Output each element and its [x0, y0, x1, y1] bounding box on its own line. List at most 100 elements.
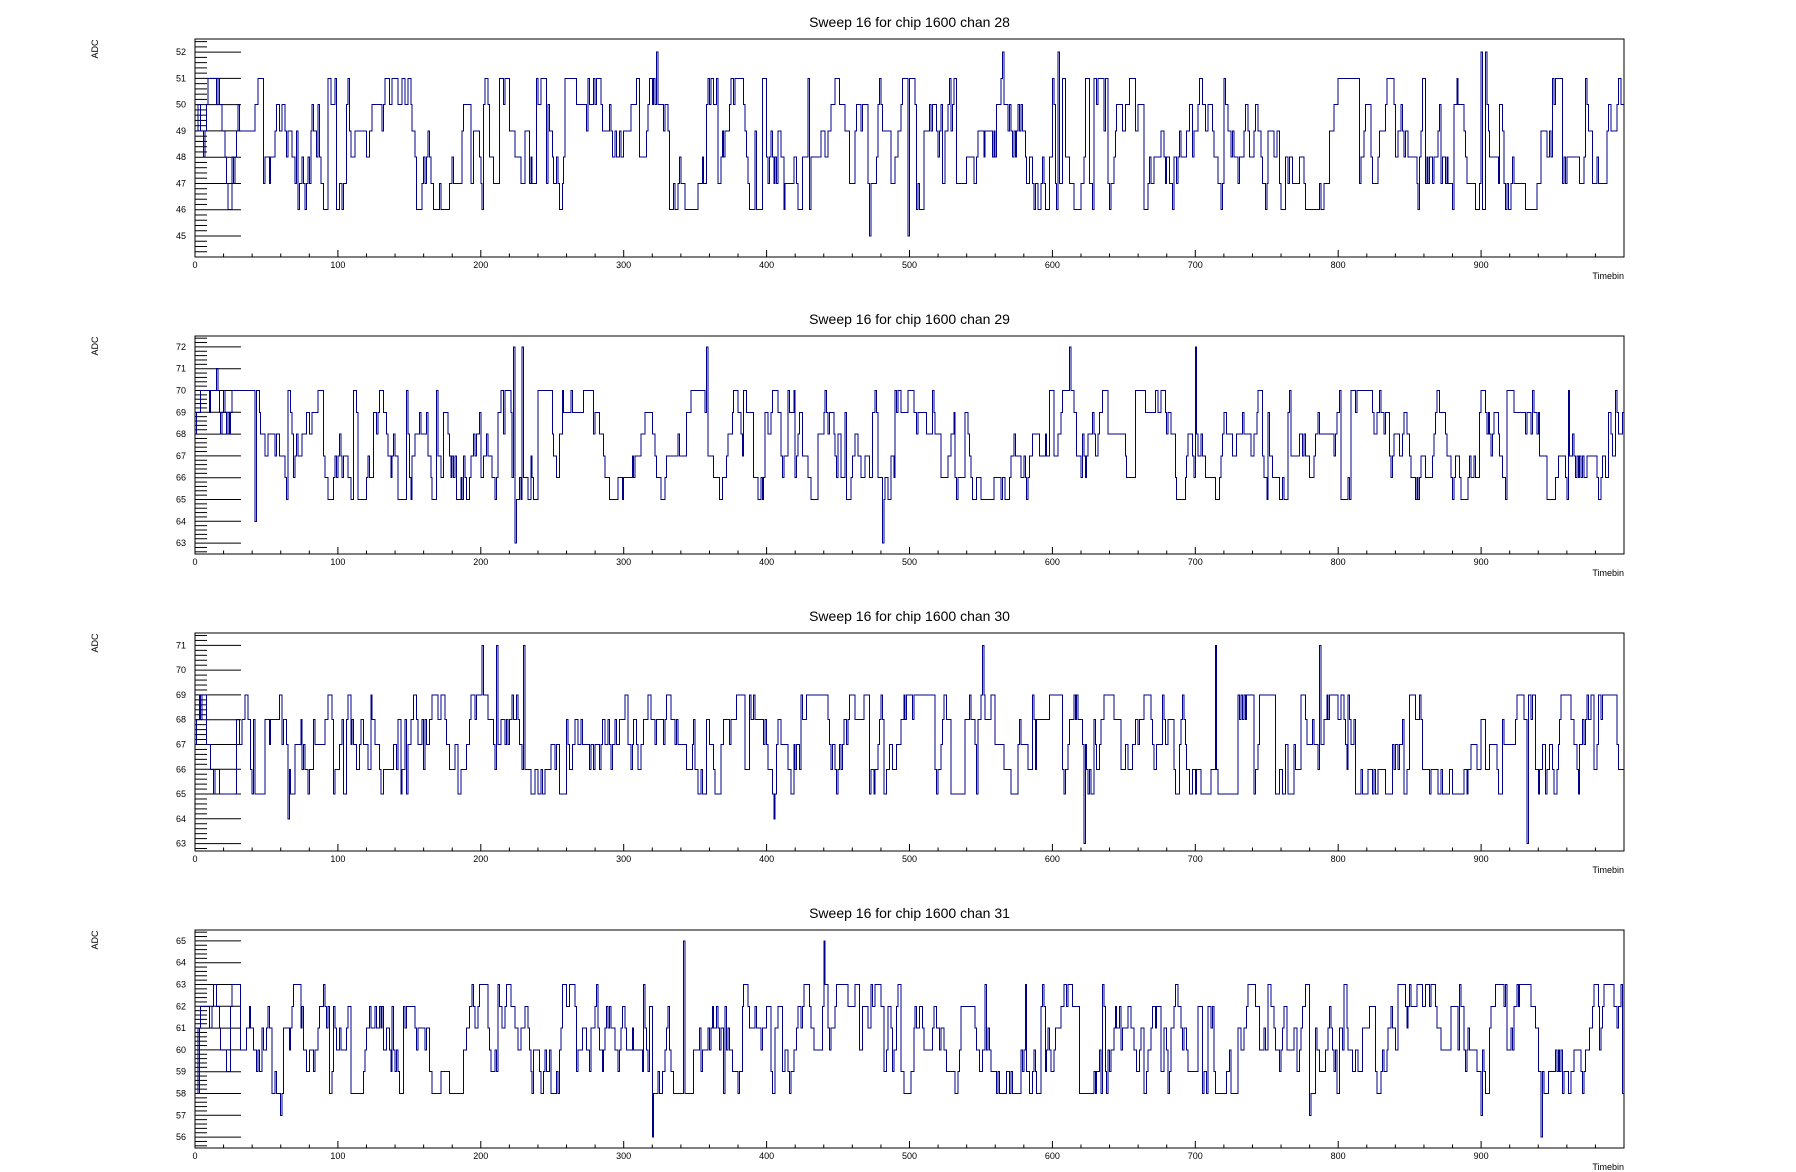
y-tick-label: 67 — [176, 739, 186, 749]
chart-title: Sweep 16 for chip 1600 chan 31 — [809, 905, 1010, 921]
x-tick-label: 900 — [1474, 1151, 1489, 1161]
x-tick-label: 700 — [1188, 260, 1203, 270]
x-tick-label: 0 — [192, 1151, 197, 1161]
x-tick-label: 400 — [759, 557, 774, 567]
y-tick-label: 69 — [176, 407, 186, 417]
x-tick-label: 800 — [1331, 260, 1346, 270]
y-tick-label: 58 — [176, 1089, 186, 1099]
y-tick-label: 63 — [176, 980, 186, 990]
x-tick-label: 600 — [1045, 854, 1060, 864]
y-tick-label: 65 — [176, 936, 186, 946]
x-axis-label: Timebin — [1592, 865, 1624, 875]
x-tick-label: 500 — [902, 854, 917, 864]
x-tick-label: 400 — [759, 1151, 774, 1161]
y-tick-label: 61 — [176, 1023, 186, 1033]
y-tick-label: 63 — [176, 839, 186, 849]
y-axis: 45 46 47 48 49 50 51 52 — [176, 41, 241, 258]
x-tick-label: 700 — [1188, 1151, 1203, 1161]
x-axis: 0 100 200 300 400 500 600 700 800 900 — [192, 1141, 1625, 1161]
y-tick-label: 66 — [176, 473, 186, 483]
y-tick-label: 62 — [176, 1001, 186, 1011]
y-tick-label: 64 — [176, 516, 186, 526]
x-tick-label: 200 — [473, 1151, 488, 1161]
chart-panel-3: Sweep 16 for chip 1600 chan 30 ADC Timebin… — [90, 608, 1625, 875]
x-tick-label: 200 — [473, 260, 488, 270]
x-axis: 0 100 200 300 400 500 600 700 800 900 — [192, 844, 1625, 864]
x-tick-label: 900 — [1474, 557, 1489, 567]
chart-title: Sweep 16 for chip 1600 chan 28 — [809, 14, 1010, 30]
x-tick-label: 600 — [1045, 557, 1060, 567]
x-tick-label: 500 — [902, 557, 917, 567]
x-tick-label: 400 — [759, 260, 774, 270]
y-tick-label: 47 — [176, 178, 186, 188]
x-tick-label: 800 — [1331, 1151, 1346, 1161]
y-axis-label: ADC — [90, 930, 100, 950]
y-tick-label: 45 — [176, 231, 186, 241]
y-tick-label: 71 — [176, 640, 186, 650]
x-tick-label: 300 — [616, 260, 631, 270]
data-series-trace — [195, 940, 1624, 1138]
data-series-trace — [195, 346, 1624, 544]
y-axis: 63 64 65 66 67 68 69 70 71 72 — [176, 337, 241, 553]
x-tick-label: 700 — [1188, 854, 1203, 864]
y-axis-label: ADC — [90, 39, 100, 59]
x-tick-label: 0 — [192, 557, 197, 567]
x-tick-label: 400 — [759, 854, 774, 864]
y-tick-label: 71 — [176, 364, 186, 374]
plot-frame — [194, 632, 1625, 852]
y-tick-label: 64 — [176, 814, 186, 824]
y-tick-label: 69 — [176, 690, 186, 700]
x-tick-label: 600 — [1045, 1151, 1060, 1161]
x-axis-label: Timebin — [1592, 1162, 1624, 1172]
x-tick-label: 700 — [1188, 557, 1203, 567]
chart-panel-2: Sweep 16 for chip 1600 chan 29 ADC Timebin… — [90, 311, 1625, 578]
y-axis: 63 64 65 66 67 68 69 70 71 — [176, 634, 241, 850]
chart-panel-4: Sweep 16 for chip 1600 chan 31 ADC Timebin… — [90, 905, 1625, 1172]
x-tick-label: 200 — [473, 557, 488, 567]
x-tick-label: 300 — [616, 854, 631, 864]
y-axis-label: ADC — [90, 633, 100, 653]
y-tick-label: 70 — [176, 386, 186, 396]
y-tick-label: 66 — [176, 764, 186, 774]
y-tick-label: 67 — [176, 451, 186, 461]
y-tick-label: 51 — [176, 73, 186, 83]
plot-frame — [194, 929, 1625, 1149]
y-tick-label: 65 — [176, 495, 186, 505]
x-tick-label: 500 — [902, 260, 917, 270]
x-tick-label: 0 — [192, 260, 197, 270]
x-tick-label: 900 — [1474, 260, 1489, 270]
plot-frame — [194, 335, 1625, 555]
data-series-trace — [195, 51, 1624, 237]
y-axis: 56 57 58 59 60 61 62 63 64 65 — [176, 931, 241, 1147]
x-tick-label: 800 — [1331, 557, 1346, 567]
y-tick-label: 72 — [176, 342, 186, 352]
y-tick-label: 48 — [176, 152, 186, 162]
y-tick-label: 57 — [176, 1110, 186, 1120]
x-tick-label: 300 — [616, 1151, 631, 1161]
y-tick-label: 52 — [176, 47, 186, 57]
x-axis-label: Timebin — [1592, 271, 1624, 281]
data-series-trace — [195, 644, 1624, 845]
x-tick-label: 100 — [330, 260, 345, 270]
chart-title: Sweep 16 for chip 1600 chan 29 — [809, 311, 1010, 327]
x-tick-label: 100 — [330, 1151, 345, 1161]
y-tick-label: 63 — [176, 538, 186, 548]
x-tick-label: 600 — [1045, 260, 1060, 270]
y-tick-label: 46 — [176, 205, 186, 215]
x-tick-label: 100 — [330, 854, 345, 864]
y-tick-label: 70 — [176, 665, 186, 675]
chart-panel-1: Sweep 16 for chip 1600 chan 28 ADC Timebin… — [90, 14, 1625, 281]
y-tick-label: 60 — [176, 1045, 186, 1055]
y-tick-label: 64 — [176, 958, 186, 968]
y-tick-label: 56 — [176, 1132, 186, 1142]
chart-title: Sweep 16 for chip 1600 chan 30 — [809, 608, 1010, 624]
x-axis: 0 100 200 300 400 500 600 700 800 900 — [192, 250, 1625, 270]
y-tick-label: 68 — [176, 715, 186, 725]
x-tick-label: 800 — [1331, 854, 1346, 864]
y-tick-label: 49 — [176, 126, 186, 136]
y-tick-label: 68 — [176, 429, 186, 439]
x-axis-label: Timebin — [1592, 568, 1624, 578]
x-axis: 0 100 200 300 400 500 600 700 800 900 — [192, 547, 1625, 567]
y-tick-label: 65 — [176, 789, 186, 799]
